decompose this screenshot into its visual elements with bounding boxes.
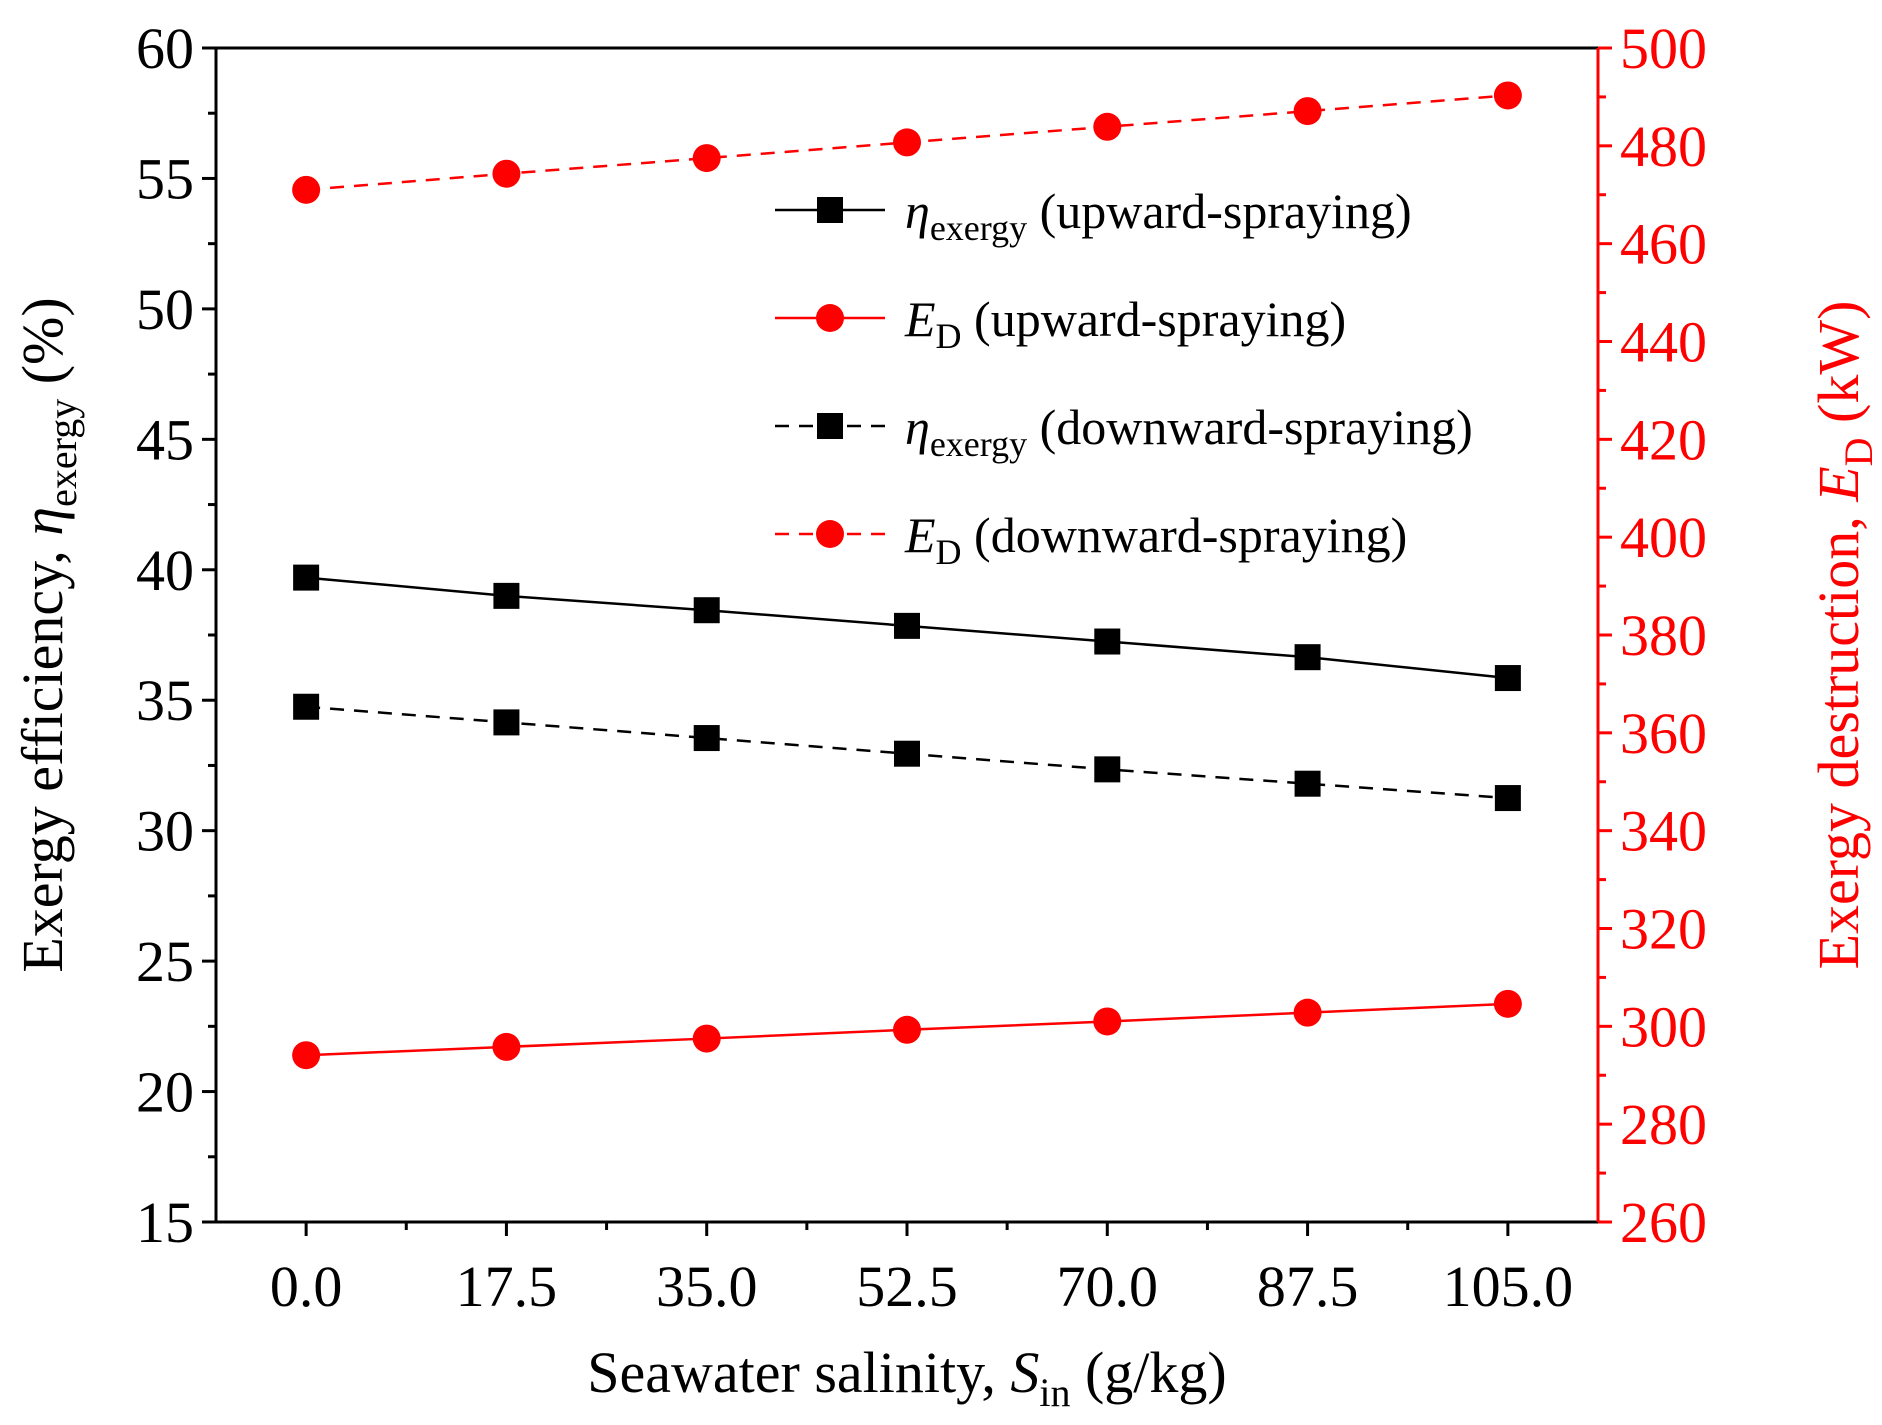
y-left-tick-label: 55 — [136, 146, 194, 211]
legend-item-1: ED (upward-spraying) — [775, 291, 1346, 356]
y-right-axis-title: Exergy destruction, ED (kW) — [1806, 301, 1881, 970]
axis-titles: Seawater salinity, Sin (g/kg) Exergy effi… — [10, 297, 1881, 1415]
data-point — [1093, 112, 1122, 141]
y-right-tick-label: 500 — [1620, 16, 1707, 81]
x-tick-label: 105.0 — [1443, 1254, 1574, 1319]
axes-layer: 0.0 17.5 35.0 52.5 70.0 87.5 105.0 15 20 25 30 35 40… — [136, 16, 1707, 1319]
data-point — [893, 1015, 921, 1044]
data-point — [692, 144, 721, 173]
y-right-tick-label: 320 — [1620, 897, 1707, 962]
data-point — [1494, 785, 1521, 812]
y-left-tick-label: 40 — [136, 538, 194, 603]
data-point — [1493, 989, 1522, 1018]
y-right-tick-label: 380 — [1620, 603, 1707, 668]
x-tick-label: 0.0 — [270, 1254, 343, 1319]
x-tick-label: 87.5 — [1257, 1254, 1359, 1319]
data-point — [493, 709, 520, 736]
y-right-tick-label: 260 — [1620, 1190, 1707, 1255]
legend-item-3: ED (downward-spraying) — [775, 507, 1407, 572]
x-tick-label: 17.5 — [456, 1254, 558, 1319]
legend-label: ηexergy (upward-spraying) — [905, 183, 1412, 248]
data-point — [492, 1032, 521, 1061]
data-point — [293, 564, 320, 591]
series-1 — [292, 989, 1522, 1070]
y-right-tick-label: 300 — [1620, 994, 1707, 1059]
y-left-tick-label: 25 — [136, 929, 194, 994]
data-point — [1293, 998, 1322, 1027]
data-point — [893, 128, 921, 157]
data-point — [292, 1041, 321, 1070]
series-layer — [292, 81, 1522, 1070]
data-point — [894, 740, 920, 767]
y-left-tick-label: 35 — [136, 668, 194, 733]
y-right-tick-label: 280 — [1620, 1092, 1707, 1157]
data-point — [1293, 97, 1322, 126]
data-point — [894, 612, 920, 639]
y-right-tick-label: 400 — [1620, 505, 1707, 570]
data-point — [692, 1024, 721, 1053]
data-point — [493, 582, 520, 609]
x-tick-label: 70.0 — [1057, 1254, 1159, 1319]
data-point — [693, 597, 720, 624]
y-left-tick-label: 20 — [136, 1060, 194, 1125]
legend-label: ED (downward-spraying) — [904, 507, 1407, 572]
y-left-tick-label: 45 — [136, 407, 194, 472]
data-point — [1494, 665, 1521, 692]
series-0 — [293, 564, 1521, 692]
legend-label: ηexergy (downward-spraying) — [905, 399, 1473, 464]
y-left-axis-title: Exergy efficiency, ηexergy (%) — [10, 297, 85, 972]
legend-swatch-marker — [817, 413, 843, 439]
data-point — [1294, 770, 1321, 797]
data-point — [1493, 81, 1522, 110]
data-point — [1094, 756, 1121, 783]
legend: ηexergy (upward-spraying) ED (upward-spra… — [775, 183, 1473, 572]
y-right-tick-label: 360 — [1620, 701, 1707, 766]
x-axis-title: Seawater salinity, Sin (g/kg) — [587, 1340, 1226, 1415]
y-left-tick-label: 15 — [136, 1190, 194, 1255]
series-2 — [293, 693, 1521, 812]
data-point — [1093, 1007, 1122, 1036]
y-left-tick-label: 60 — [136, 16, 194, 81]
y-right-tick-label: 420 — [1620, 407, 1707, 472]
x-tick-label: 52.5 — [856, 1254, 958, 1319]
data-point — [292, 175, 321, 204]
legend-item-2: ηexergy (downward-spraying) — [775, 399, 1473, 464]
legend-label: ED (upward-spraying) — [904, 291, 1346, 356]
y-right-tick-label: 460 — [1620, 212, 1707, 277]
data-point — [1294, 644, 1321, 671]
y-right-tick-label: 440 — [1620, 310, 1707, 375]
y-right-tick-label: 340 — [1620, 799, 1707, 864]
series-3 — [292, 81, 1522, 204]
legend-swatch-marker — [817, 197, 843, 223]
legend-swatch-marker — [816, 304, 844, 332]
data-point — [293, 693, 320, 720]
x-tick-label: 35.0 — [656, 1254, 758, 1319]
y-left-tick-label: 30 — [136, 799, 194, 864]
y-right-tick-label: 480 — [1620, 114, 1707, 179]
data-point — [492, 159, 521, 188]
data-point — [693, 725, 720, 752]
legend-item-0: ηexergy (upward-spraying) — [775, 183, 1412, 248]
legend-swatch-marker — [816, 520, 844, 548]
data-point — [1094, 628, 1121, 655]
y-left-tick-label: 50 — [136, 277, 194, 342]
